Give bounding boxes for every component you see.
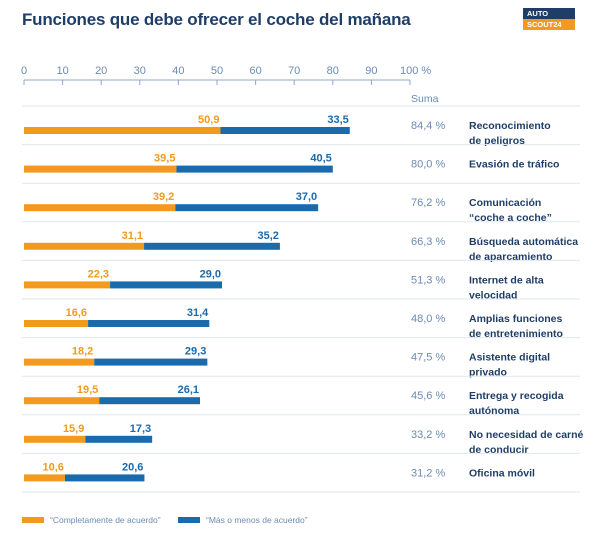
x-tick-label: 40 bbox=[172, 65, 184, 77]
bar-more-or-less bbox=[110, 281, 223, 289]
bar-completely bbox=[24, 165, 177, 173]
category-label: de aparcamiento bbox=[469, 251, 552, 263]
bar-completely bbox=[24, 358, 95, 366]
sum-value: 33,2 % bbox=[411, 429, 445, 441]
x-tick-label: 70 bbox=[288, 65, 300, 77]
x-tick-label: 0 bbox=[21, 65, 27, 77]
bar-completely bbox=[24, 435, 86, 443]
data-label-completely: 18,2 bbox=[72, 346, 93, 358]
sum-value: 76,2 % bbox=[411, 197, 445, 209]
sum-value: 51,3 % bbox=[411, 274, 445, 286]
bar-more-or-less bbox=[176, 165, 333, 173]
category-label: No necesidad de carné bbox=[469, 429, 584, 441]
data-label-completely: 39,2 bbox=[153, 191, 174, 203]
sum-value: 66,3 % bbox=[411, 236, 445, 248]
data-label-completely: 15,9 bbox=[63, 423, 84, 435]
bar-completely bbox=[24, 320, 89, 327]
sum-value: 84,4 % bbox=[411, 120, 445, 132]
data-label-completely: 19,5 bbox=[77, 384, 98, 396]
category-label: Amplias funciones bbox=[469, 313, 563, 325]
category-label: Evasión de tráfico bbox=[469, 159, 559, 171]
data-label-more-or-less: 29,3 bbox=[185, 346, 206, 358]
sum-column-header: Suma bbox=[411, 93, 439, 105]
x-tick-label: 20 bbox=[95, 65, 107, 77]
data-label-more-or-less: 40,5 bbox=[310, 153, 331, 165]
data-label-more-or-less: 20,6 bbox=[122, 461, 143, 473]
bar-completely bbox=[24, 474, 65, 482]
sum-value: 80,0 % bbox=[411, 159, 445, 171]
category-label: Búsqueda automática bbox=[469, 236, 578, 248]
x-tick-label: 60 bbox=[249, 65, 261, 77]
logo-line-auto: AUTO bbox=[523, 8, 575, 19]
legend-label-completely: “Completamente de acuerdo” bbox=[50, 515, 161, 525]
data-label-completely: 50,9 bbox=[198, 114, 219, 126]
category-label: autónoma bbox=[469, 405, 519, 417]
category-label: Asistente digital bbox=[469, 352, 550, 364]
category-label: de conducir bbox=[469, 444, 529, 456]
category-label: privado bbox=[469, 367, 507, 379]
bar-completely bbox=[24, 397, 100, 405]
bar-more-or-less bbox=[175, 204, 319, 212]
data-label-more-or-less: 26,1 bbox=[178, 384, 199, 396]
category-label: “coche a coche” bbox=[469, 212, 552, 224]
bar-completely bbox=[24, 242, 145, 250]
category-label: velocidad bbox=[469, 289, 517, 301]
legend-swatch-more-or-less bbox=[178, 517, 200, 523]
sum-value: 45,6 % bbox=[411, 390, 445, 402]
bar-more-or-less bbox=[220, 127, 350, 134]
bar-completely bbox=[24, 281, 111, 289]
sum-value: 47,5 % bbox=[411, 352, 445, 364]
legend-item-completely: “Completamente de acuerdo” bbox=[22, 515, 161, 525]
category-label: de peligros bbox=[469, 135, 525, 147]
category-label: Internet de alta bbox=[469, 274, 544, 286]
data-label-completely: 16,6 bbox=[66, 307, 87, 319]
bar-more-or-less bbox=[64, 474, 145, 482]
data-label-more-or-less: 31,4 bbox=[187, 307, 209, 319]
chart-title: Funciones que debe ofrecer el coche del … bbox=[22, 10, 411, 29]
data-label-more-or-less: 33,5 bbox=[327, 114, 348, 126]
data-label-completely: 22,3 bbox=[88, 268, 109, 280]
category-label: de entretenimiento bbox=[469, 328, 563, 340]
x-tick-label: 80 bbox=[327, 65, 339, 77]
data-label-more-or-less: 29,0 bbox=[200, 268, 221, 280]
data-label-more-or-less: 17,3 bbox=[130, 423, 151, 435]
logo-line-scout24: SCOUT24 bbox=[523, 19, 575, 30]
x-tick-label: 100 % bbox=[400, 65, 431, 77]
sum-value: 48,0 % bbox=[411, 313, 445, 325]
data-label-more-or-less: 35,2 bbox=[257, 230, 278, 242]
bar-completely bbox=[24, 204, 176, 212]
legend-item-more-or-less: “Más o menos de acuerdo” bbox=[178, 515, 308, 525]
bar-completely bbox=[24, 127, 221, 134]
category-label: Oficina móvil bbox=[469, 467, 535, 479]
bar-more-or-less bbox=[144, 242, 280, 250]
legend-label-more-or-less: “Más o menos de acuerdo” bbox=[206, 515, 308, 525]
data-label-more-or-less: 37,0 bbox=[296, 191, 317, 203]
bar-more-or-less bbox=[99, 397, 201, 405]
legend-swatch-completely bbox=[22, 517, 44, 523]
category-label: Comunicación bbox=[469, 197, 541, 209]
data-label-completely: 31,1 bbox=[122, 230, 143, 242]
x-tick-label: 90 bbox=[365, 65, 377, 77]
bar-more-or-less bbox=[88, 320, 210, 327]
data-label-completely: 10,6 bbox=[42, 461, 63, 473]
sum-value: 31,2 % bbox=[411, 467, 445, 479]
bar-more-or-less bbox=[94, 358, 208, 366]
category-label: Entrega y recogida bbox=[469, 390, 564, 402]
category-label: Reconocimiento bbox=[469, 120, 551, 132]
autoscout24-logo: AUTO SCOUT24 bbox=[523, 8, 575, 30]
x-tick-label: 50 bbox=[211, 65, 223, 77]
x-tick-label: 10 bbox=[56, 65, 68, 77]
data-label-completely: 39,5 bbox=[154, 153, 175, 165]
x-tick-label: 30 bbox=[134, 65, 146, 77]
bar-more-or-less bbox=[85, 435, 153, 443]
